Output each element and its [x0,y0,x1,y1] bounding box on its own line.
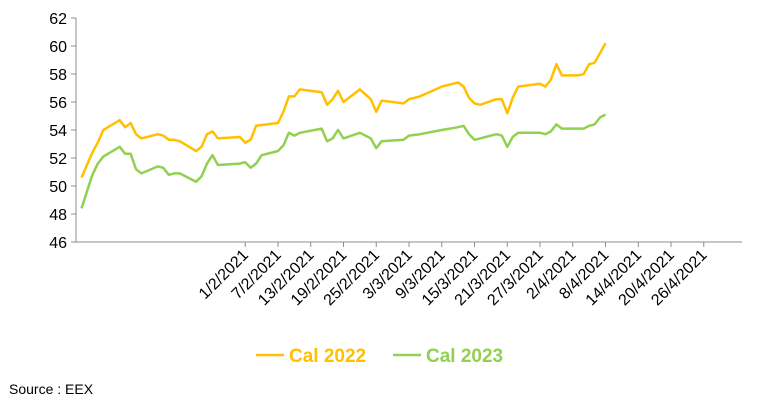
y-tick-label: 52 [49,151,67,168]
y-tick-label: 62 [49,11,67,28]
y-tick-label: 56 [49,95,67,112]
legend: Cal 2022 Cal 2023 [256,346,503,367]
x-axis: 1/2/20217/2/202113/2/202119/2/202125/2/2… [76,241,742,309]
y-tick-label: 60 [49,39,67,56]
y-tick-label: 50 [49,179,67,196]
y-tick-label: 46 [49,235,67,252]
series-line-cal-2023 [80,113,607,209]
source-note: Source : EEX [9,381,94,397]
y-tick-label: 54 [49,123,67,140]
series-line-cal-2022 [80,42,607,179]
legend-label: Cal 2022 [289,346,366,367]
y-tick-label: 48 [49,207,67,224]
series-layer [80,42,607,209]
legend-label: Cal 2023 [426,346,503,367]
y-axis: 46 48 50 52 54 56 58 60 62 [49,11,77,252]
y-tick-label: 58 [49,67,67,84]
